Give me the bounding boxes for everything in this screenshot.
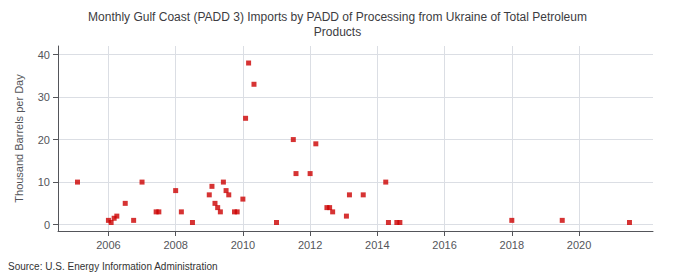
svg-text:2018: 2018 [500, 239, 524, 251]
svg-text:2008: 2008 [163, 239, 187, 251]
svg-text:2006: 2006 [96, 239, 120, 251]
svg-text:10: 10 [38, 176, 50, 188]
svg-text:2012: 2012 [298, 239, 322, 251]
svg-text:40: 40 [38, 49, 50, 61]
svg-text:Monthly Gulf Coast (PADD 3) Im: Monthly Gulf Coast (PADD 3) Imports by P… [88, 10, 587, 24]
svg-text:2020: 2020 [567, 239, 591, 251]
svg-text:20: 20 [38, 134, 50, 146]
svg-text:Products: Products [314, 25, 361, 39]
svg-text:Source: U.S. Energy Informatio: Source: U.S. Energy Information Administ… [8, 261, 218, 272]
svg-text:0: 0 [44, 219, 50, 231]
svg-text:2010: 2010 [231, 239, 255, 251]
svg-text:Thousand Barrels per Day: Thousand Barrels per Day [13, 74, 25, 203]
svg-text:30: 30 [38, 91, 50, 103]
svg-text:2014: 2014 [365, 239, 389, 251]
svg-text:2016: 2016 [432, 239, 456, 251]
